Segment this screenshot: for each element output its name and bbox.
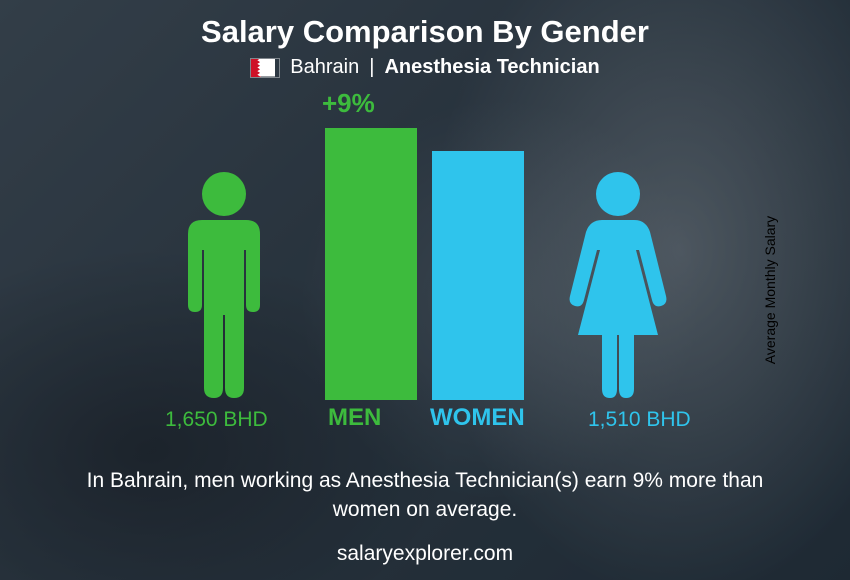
- chart-area: +9% MEN WOMEN 1,650 BHD 1,510 BHD: [0, 90, 850, 440]
- woman-icon: [558, 170, 678, 400]
- footer-source: salaryexplorer.com: [0, 542, 850, 566]
- subtitle-row: Bahrain | Anesthesia Technician: [0, 56, 850, 79]
- women-salary: 1,510 BHD: [588, 408, 691, 432]
- y-axis-label: Average Monthly Salary: [762, 216, 778, 364]
- men-bar: [325, 128, 417, 400]
- man-icon: [174, 170, 274, 400]
- content-container: Salary Comparison By Gender Bahrain | An…: [0, 0, 850, 580]
- bahrain-flag-icon: [250, 58, 280, 78]
- men-label: MEN: [328, 404, 381, 432]
- men-salary: 1,650 BHD: [165, 408, 268, 432]
- subtitle-separator: |: [369, 56, 374, 79]
- women-bar: [432, 151, 524, 400]
- percent-diff-label: +9%: [322, 88, 375, 119]
- subtitle-job: Anesthesia Technician: [384, 56, 599, 79]
- subtitle-country: Bahrain: [290, 56, 359, 79]
- page-title: Salary Comparison By Gender: [0, 0, 850, 50]
- caption-text: In Bahrain, men working as Anesthesia Te…: [60, 467, 790, 524]
- women-label: WOMEN: [430, 404, 525, 432]
